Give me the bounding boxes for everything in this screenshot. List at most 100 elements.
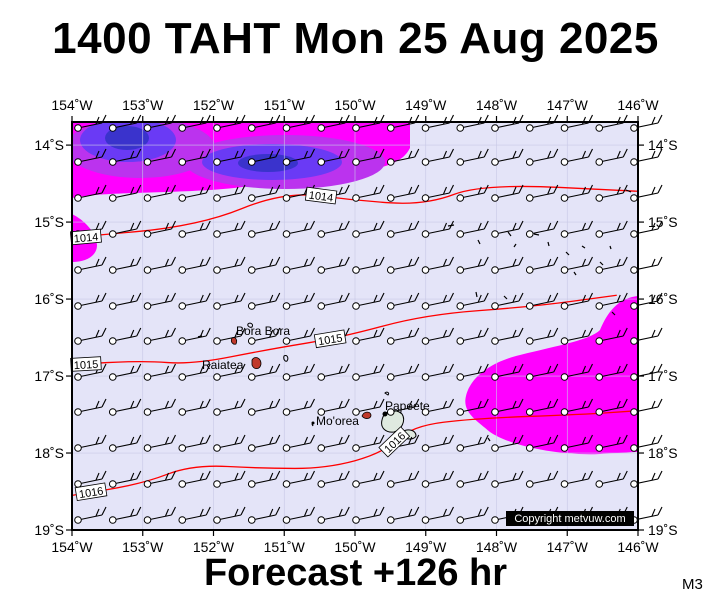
- wind-barb-flag: [240, 292, 246, 302]
- wind-barb-flag: [205, 292, 211, 302]
- wind-barb-flag: [164, 294, 170, 303]
- wind-barb-station: [456, 444, 465, 452]
- wind-barb: [560, 327, 593, 345]
- wind-barb-flag: [269, 365, 274, 374]
- wind-barb: [317, 398, 350, 416]
- wind-barb-shaft: [460, 478, 485, 485]
- wind-barb-shaft: [112, 300, 137, 307]
- wind-barb-flag: [101, 470, 107, 480]
- wind-barb-station: [595, 373, 604, 381]
- isobar-label-box: [378, 426, 411, 458]
- wind-barb: [247, 220, 281, 238]
- wind-barb-flag: [234, 436, 239, 445]
- wind-barb-station: [108, 158, 117, 166]
- lon-label-top: 154˚W: [51, 97, 93, 113]
- wind-barb-flag: [275, 506, 281, 516]
- wind-barb-shaft: [77, 192, 103, 199]
- wind-barb-station: [491, 444, 499, 452]
- wind-barb: [386, 148, 420, 166]
- wind-barb: [282, 506, 315, 524]
- wind-barb: [456, 148, 489, 166]
- place-labels: Bora Bora Raiatea Mo'orea Papeete: [202, 324, 430, 428]
- wind-barb-station: [560, 230, 569, 238]
- wind-barb-flag: [553, 184, 559, 194]
- wind-barb: [143, 256, 176, 274]
- wind-barb-flag: [651, 365, 656, 374]
- isobar-label-text: 1016: [78, 485, 104, 501]
- wind-barb-flag: [136, 398, 142, 408]
- rain-area-heaviest-1: [105, 126, 149, 150]
- wind-barb-flag: [477, 150, 482, 159]
- wind-barb-station: [491, 230, 499, 238]
- wind-barb-flag: [234, 222, 239, 231]
- wind-barb-flag: [414, 434, 420, 444]
- wind-barb-station: [595, 480, 604, 488]
- wind-barb-flag: [136, 470, 142, 480]
- wind-barb: [525, 148, 559, 166]
- wind-barb-station: [491, 516, 499, 524]
- wind-barb-shaft: [529, 442, 554, 449]
- wind-barb-flag: [622, 256, 628, 266]
- wind-barb-flag: [373, 222, 378, 231]
- wind-barb-flag: [136, 506, 142, 516]
- wind-barb-station: [317, 266, 326, 274]
- wind-barb-station: [456, 480, 465, 488]
- isobar-label-box: [313, 329, 347, 349]
- wind-barb-flag: [651, 436, 656, 445]
- wind-barb: [386, 470, 420, 488]
- wind-barb-flag: [518, 184, 524, 194]
- tetiaroa-island: [384, 391, 390, 396]
- wind-barb: [178, 256, 211, 274]
- wind-barb-flag: [164, 365, 170, 374]
- wind-barb-shaft: [355, 406, 381, 413]
- wind-barb-station: [630, 266, 638, 274]
- wind-barb: [421, 470, 454, 488]
- wind-barb-shaft: [564, 371, 589, 378]
- wind-barb-flag: [588, 292, 593, 302]
- wind-barb-station: [595, 444, 604, 452]
- place-label-borabora: Bora Bora: [236, 324, 290, 338]
- wind-barb-flag: [205, 327, 211, 337]
- wind-barb-station: [108, 194, 117, 202]
- wind-barb-flag: [130, 508, 135, 517]
- wind-barb-flag: [442, 329, 448, 338]
- wind-barb: [213, 184, 246, 202]
- wind-barb-station: [491, 302, 499, 310]
- wind-barb: [386, 506, 420, 524]
- wind-barb-flag: [344, 363, 350, 373]
- wind-barb-station: [108, 408, 117, 416]
- wind-barb-flag: [199, 472, 204, 481]
- wind-barb: [386, 184, 420, 202]
- wind-barb-shaft: [77, 156, 103, 163]
- wind-barb-shaft: [355, 122, 381, 129]
- wind-barb: [282, 256, 315, 274]
- lat-label-left: 14˚S: [34, 137, 64, 153]
- wind-barb-shaft: [390, 264, 415, 271]
- wind-barb-station: [282, 158, 291, 166]
- wind-barb-shaft: [286, 122, 311, 129]
- wind-barb-station: [630, 408, 638, 416]
- wind-barb-flag: [408, 329, 413, 338]
- wind-barb-shaft: [182, 264, 207, 271]
- wind-barb-station: [421, 194, 430, 202]
- wind-barb-shaft: [564, 228, 589, 235]
- wind-barb-station: [247, 408, 256, 416]
- wind-barb: [560, 363, 593, 381]
- wind-barb: [560, 148, 593, 166]
- wind-barb-flag: [651, 150, 656, 159]
- wind-barb-station: [247, 444, 256, 452]
- wind-barb: [386, 292, 420, 310]
- wind-barb-station: [317, 516, 326, 524]
- wind-barb-flag: [234, 186, 239, 195]
- wind-barb-flag: [651, 258, 656, 267]
- wind-barb-flag: [171, 506, 176, 516]
- wind-barb-flag: [164, 436, 170, 445]
- wind-barb-flag: [588, 470, 593, 480]
- wind-barb: [143, 220, 176, 238]
- wind-barb: [143, 398, 176, 416]
- wind-barb-flag: [588, 434, 593, 444]
- wind-barb-flag: [483, 363, 489, 373]
- wind-barb-flag: [581, 258, 587, 267]
- wind-barb-shaft: [355, 192, 381, 199]
- wind-barb-flag: [269, 436, 274, 445]
